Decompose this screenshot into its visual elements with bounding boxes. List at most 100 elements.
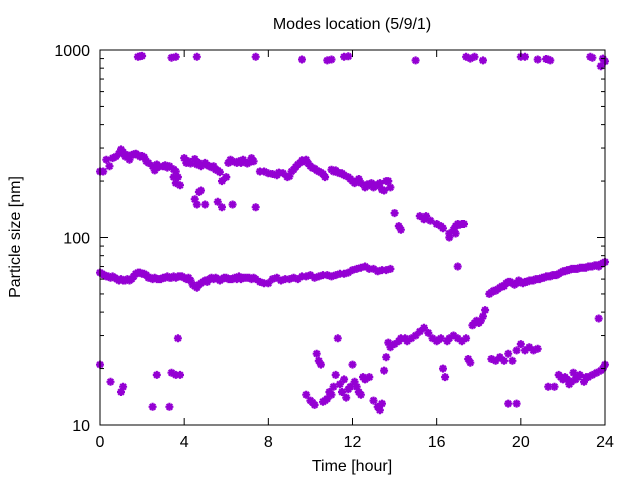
- data-point: [123, 151, 132, 160]
- data-point: [466, 358, 475, 367]
- data-point: [148, 162, 157, 171]
- data-point: [352, 264, 361, 273]
- data-point: [594, 314, 603, 323]
- data-point: [380, 366, 389, 375]
- data-point: [192, 52, 201, 61]
- data-point: [533, 344, 542, 353]
- data-point: [462, 334, 471, 343]
- data-point: [504, 349, 513, 358]
- data-point: [281, 275, 290, 284]
- data-point: [285, 172, 294, 181]
- data-point: [411, 56, 420, 65]
- data-point: [251, 275, 260, 284]
- data-point: [344, 268, 353, 277]
- data-point: [171, 167, 180, 176]
- data-point: [367, 179, 376, 188]
- data-point: [302, 390, 311, 399]
- data-point: [390, 340, 399, 349]
- data-point: [302, 272, 311, 281]
- data-point: [470, 52, 479, 61]
- data-point: [176, 181, 184, 190]
- data-point: [190, 195, 199, 204]
- data-point: [218, 203, 226, 212]
- data-point: [361, 262, 370, 271]
- data-point: [386, 343, 395, 352]
- data-point: [213, 197, 222, 206]
- x-tick-label: 20: [512, 434, 530, 451]
- data-point: [140, 153, 149, 162]
- data-point: [298, 272, 306, 281]
- data-point: [453, 262, 462, 271]
- data-point: [176, 370, 184, 379]
- data-point: [333, 334, 342, 343]
- data-point: [481, 306, 490, 315]
- data-points: [96, 51, 609, 415]
- data-point: [264, 279, 273, 288]
- data-point: [321, 173, 330, 182]
- data-point: [106, 377, 115, 386]
- data-point: [239, 155, 248, 164]
- data-point: [314, 356, 323, 365]
- data-point: [327, 55, 336, 64]
- data-point: [432, 220, 441, 228]
- data-point: [521, 346, 529, 355]
- data-point: [228, 200, 237, 209]
- data-point: [356, 263, 365, 272]
- data-point: [277, 276, 285, 285]
- data-point: [386, 264, 395, 273]
- x-tick-label: 0: [96, 434, 105, 451]
- data-point: [99, 167, 108, 176]
- data-point: [422, 212, 431, 221]
- data-point: [441, 373, 450, 382]
- data-point: [529, 346, 538, 355]
- data-point: [348, 360, 357, 369]
- data-point: [464, 355, 473, 363]
- data-point: [340, 171, 349, 180]
- data-point: [279, 169, 288, 178]
- data-point: [500, 356, 508, 365]
- data-point: [512, 399, 521, 408]
- data-point: [426, 216, 435, 225]
- data-point: [171, 370, 180, 379]
- data-point: [350, 377, 359, 386]
- data-point: [329, 382, 338, 391]
- data-point: [340, 375, 349, 384]
- data-point: [323, 56, 332, 65]
- data-point: [215, 168, 224, 177]
- data-point: [588, 370, 597, 379]
- data-point: [380, 186, 389, 195]
- data-point: [361, 375, 370, 384]
- data-point: [218, 177, 226, 186]
- data-point: [462, 52, 471, 61]
- data-point: [373, 267, 382, 276]
- data-point: [302, 155, 311, 164]
- data-point: [298, 55, 306, 64]
- data-point: [119, 382, 128, 391]
- data-point: [197, 162, 205, 171]
- data-point: [255, 167, 264, 176]
- data-point: [346, 382, 355, 391]
- data-point: [476, 316, 485, 325]
- data-point: [274, 168, 283, 177]
- data-point: [546, 56, 555, 65]
- data-point: [306, 271, 315, 280]
- data-point: [415, 327, 424, 336]
- data-point: [356, 179, 365, 188]
- data-point: [415, 212, 424, 221]
- data-point: [173, 334, 182, 343]
- data-point: [521, 52, 529, 61]
- data-point: [382, 266, 391, 275]
- data-point: [451, 229, 460, 238]
- data-point: [169, 173, 178, 182]
- data-point: [222, 173, 231, 182]
- data-point: [251, 52, 260, 61]
- data-point: [310, 400, 319, 409]
- data-point: [125, 155, 134, 164]
- data-point: [201, 200, 210, 209]
- data-point: [327, 272, 336, 281]
- data-point: [403, 337, 412, 346]
- data-point: [544, 382, 553, 391]
- data-point: [289, 273, 298, 282]
- data-point: [588, 53, 597, 62]
- data-point: [165, 402, 174, 411]
